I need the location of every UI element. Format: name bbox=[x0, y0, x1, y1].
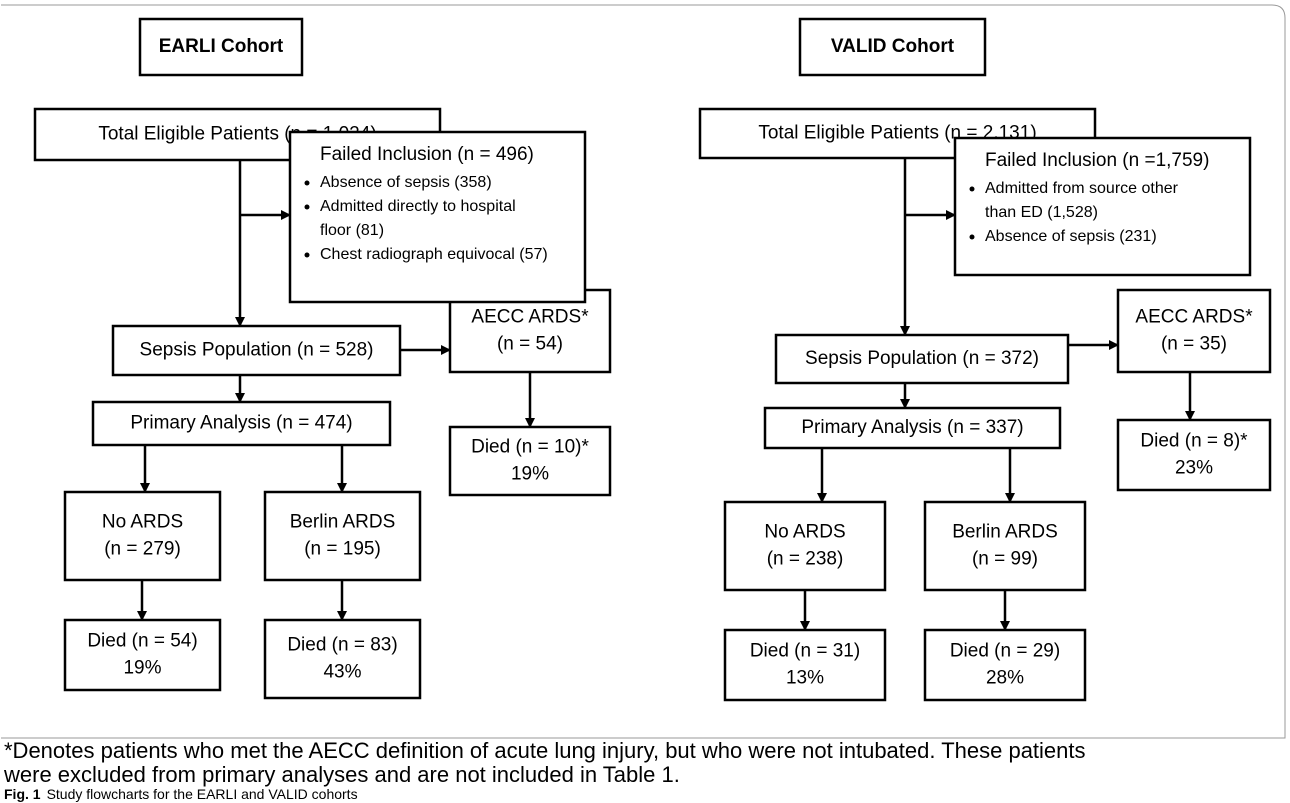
bullet-text: Chest radiograph equivocal (57) bbox=[320, 246, 548, 263]
died-no-box bbox=[723, 628, 887, 702]
caption: Fig. 1 Study flowcharts for the EARLI and… bbox=[4, 786, 358, 802]
failed-inclusion-box bbox=[953, 136, 1252, 277]
berlin-box bbox=[263, 490, 422, 582]
sepsis-box bbox=[111, 324, 402, 377]
node-label: (n = 238) bbox=[767, 549, 844, 570]
node-label: AECC ARDS* bbox=[471, 307, 589, 328]
node-label: Died (n = 10)* bbox=[471, 437, 589, 458]
aecc-died-box bbox=[448, 425, 612, 497]
cohort-heading-box bbox=[138, 17, 304, 77]
node-label: (n = 279) bbox=[104, 539, 181, 560]
node-label: Died (n = 8)* bbox=[1140, 431, 1248, 452]
died-berlin-box bbox=[263, 618, 422, 700]
cohort-heading: VALID Cohort bbox=[831, 36, 955, 57]
node-label: (n = 99) bbox=[972, 549, 1038, 570]
node-label: Berlin ARDS bbox=[290, 512, 396, 533]
node-label: No ARDS bbox=[102, 512, 183, 533]
node-label: Primary Analysis (n = 337) bbox=[801, 417, 1023, 438]
node-label: 19% bbox=[123, 658, 161, 679]
node-label: Berlin ARDS bbox=[952, 522, 1058, 543]
bullet-text: Absence of sepsis (358) bbox=[320, 174, 492, 191]
bullet bbox=[969, 186, 975, 192]
footnote: were excluded from primary analyses and … bbox=[3, 762, 680, 787]
node-label: AECC ARDS* bbox=[1135, 307, 1253, 328]
bullet bbox=[969, 234, 975, 240]
node-label: Died (n = 29) bbox=[950, 641, 1060, 662]
berlin-box bbox=[923, 500, 1087, 592]
node-label: (n = 54) bbox=[497, 334, 563, 355]
node-label: 19% bbox=[511, 464, 549, 485]
bullet bbox=[304, 180, 310, 186]
cohort-heading-box bbox=[798, 17, 987, 77]
caption-text: Study flowcharts for the EARLI and VALID… bbox=[47, 786, 358, 802]
failed-inclusion-box bbox=[288, 130, 587, 304]
bullet bbox=[304, 252, 310, 258]
bullet-text: Absence of sepsis (231) bbox=[985, 228, 1157, 245]
failed-inclusion-title: Failed Inclusion (n = 496) bbox=[320, 144, 534, 165]
primary-box bbox=[763, 406, 1062, 450]
no-ards-box bbox=[63, 490, 222, 582]
node-label: No ARDS bbox=[764, 522, 845, 543]
primary-box bbox=[91, 400, 392, 447]
node-label: 28% bbox=[986, 668, 1024, 689]
caption-label: Fig. 1 bbox=[4, 786, 41, 802]
node-label: (n = 35) bbox=[1161, 334, 1227, 355]
no-ards-box bbox=[723, 500, 887, 592]
aecc-box bbox=[1116, 288, 1272, 374]
node-label: 43% bbox=[323, 662, 361, 683]
bullet-text: than ED (1,528) bbox=[985, 204, 1098, 221]
died-no-box bbox=[63, 618, 222, 692]
bullet-text: Admitted directly to hospital bbox=[320, 198, 516, 215]
node-label: Died (n = 83) bbox=[287, 635, 397, 656]
cohort-heading: EARLI Cohort bbox=[159, 36, 284, 57]
sepsis-box bbox=[774, 333, 1070, 385]
node-label: Sepsis Population (n = 372) bbox=[805, 348, 1039, 369]
node-label: 23% bbox=[1175, 458, 1213, 479]
node-label: 13% bbox=[786, 668, 824, 689]
node-label: Died (n = 31) bbox=[750, 641, 860, 662]
frame bbox=[1, 4, 1286, 739]
failed-inclusion-title: Failed Inclusion (n =1,759) bbox=[985, 150, 1209, 171]
footnote: *Denotes patients who met the AECC defin… bbox=[4, 738, 1086, 763]
aecc-died-box bbox=[1116, 418, 1272, 492]
bullet-text: Admitted from source other bbox=[985, 180, 1179, 197]
bullet bbox=[304, 204, 310, 210]
bullet-text: floor (81) bbox=[320, 222, 384, 239]
died-berlin-box bbox=[923, 628, 1087, 702]
node-label: Primary Analysis (n = 474) bbox=[130, 413, 352, 434]
node-label: Died (n = 54) bbox=[87, 631, 197, 652]
node-label: (n = 195) bbox=[304, 539, 381, 560]
aecc-box bbox=[448, 288, 612, 374]
node-label: Sepsis Population (n = 528) bbox=[140, 340, 374, 361]
